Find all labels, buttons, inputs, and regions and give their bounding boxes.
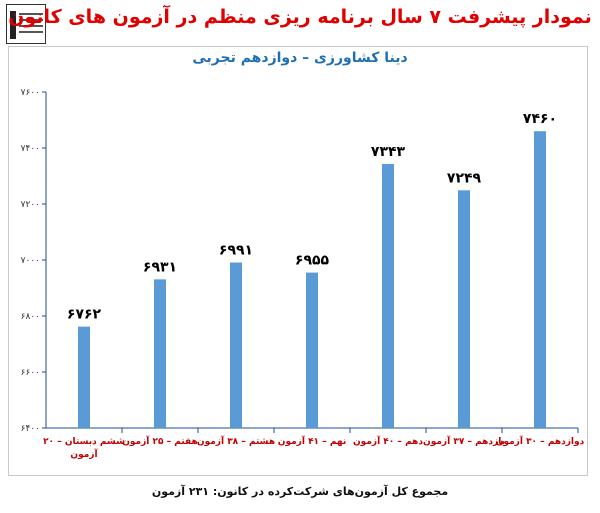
x-tick-label: نهم – ۴۱ آزمون	[278, 435, 346, 447]
bar	[154, 279, 166, 428]
data-label: ۷۲۴۹	[447, 170, 482, 186]
y-tick-label: ۶۴۰۰	[21, 424, 40, 434]
bar	[306, 272, 318, 428]
kanoon-logo-icon	[6, 4, 46, 44]
data-label: ۷۴۶۰	[523, 111, 557, 127]
bar	[382, 163, 394, 428]
bar	[230, 262, 242, 428]
chart-frame	[8, 46, 588, 476]
chart-title: نمودار پیشرفت ۷ سال برنامه ریزی منظم در …	[8, 6, 592, 28]
y-tick-label: ۷۰۰۰	[21, 256, 40, 266]
y-tick-label: ۷۶۰۰	[21, 88, 40, 98]
x-tick-label: هشتم – ۳۸ آزمون	[197, 435, 275, 447]
bar	[534, 131, 546, 428]
y-tick-label: ۷۲۰۰	[21, 200, 40, 210]
data-label: ۷۳۴۳	[371, 144, 406, 160]
data-label: ۶۹۳۱	[143, 259, 177, 275]
total-exams-footnote: مجموع کل آزمون‌های شرکت‌کرده در کانون: ۲…	[151, 485, 449, 498]
x-tick-label: ششم دبستان – ۲۰	[43, 437, 125, 447]
x-tick-label: دوازدهم – ۳۰ آزمون	[496, 435, 585, 447]
y-tick-label: ۷۴۰۰	[21, 144, 40, 154]
data-label: ۶۹۵۵	[295, 253, 330, 269]
bar	[78, 326, 90, 428]
y-tick-label: ۶۶۰۰	[21, 368, 40, 378]
bar	[458, 190, 470, 428]
x-tick-label: یازدهم – ۳۷ آزمون	[423, 435, 505, 447]
data-label: ۶۷۶۲	[67, 307, 102, 323]
chart-subtitle: دینا کشاورزی – دوازدهم تجربی	[192, 50, 408, 66]
x-tick-label: آزمون	[70, 448, 98, 460]
x-tick-label: دهم – ۴۰ آزمون	[353, 435, 423, 447]
data-label: ۶۹۹۱	[219, 243, 253, 259]
x-tick-label: هفتم – ۲۵ آزمون	[122, 435, 198, 447]
y-tick-label: ۶۸۰۰	[21, 312, 40, 322]
